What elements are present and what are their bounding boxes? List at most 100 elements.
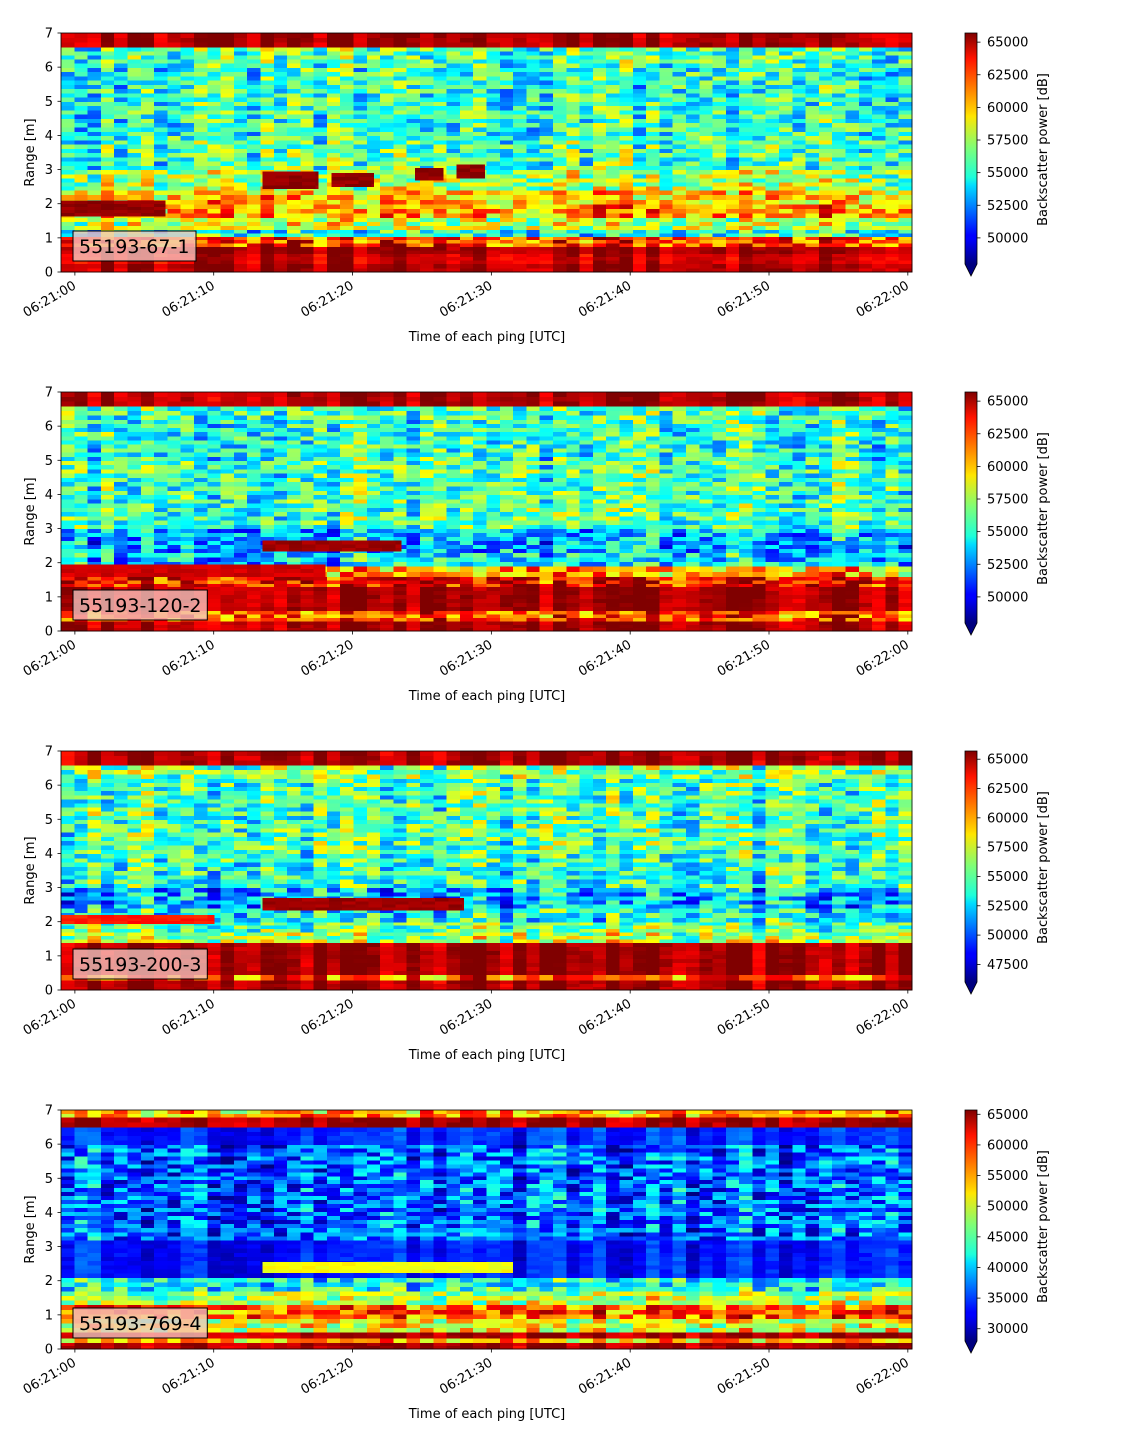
heatmap-cell xyxy=(247,232,262,237)
heatmap-cell xyxy=(393,88,408,94)
heatmap-cell xyxy=(885,114,900,119)
heatmap-cell xyxy=(552,598,567,604)
heatmap-cell xyxy=(832,118,847,124)
heatmap-cell xyxy=(61,225,75,230)
heatmap-cell xyxy=(752,576,767,581)
heatmap-cell xyxy=(659,161,674,166)
heatmap-cell xyxy=(313,109,328,115)
heatmap-cell xyxy=(353,79,368,85)
heatmap-cell xyxy=(446,139,461,145)
heatmap-cell xyxy=(167,63,182,68)
heatmap-cell xyxy=(287,583,301,588)
heatmap-cell xyxy=(672,221,687,226)
heatmap-cell xyxy=(712,63,727,68)
heatmap-cell xyxy=(845,169,860,175)
heatmap-cell xyxy=(619,249,634,254)
heatmap-cell xyxy=(473,105,488,111)
heatmap-cell xyxy=(832,583,847,588)
heatmap-cell xyxy=(220,101,235,107)
heatmap-cell xyxy=(845,586,860,592)
heatmap-cell xyxy=(87,63,102,68)
heatmap-cell xyxy=(247,185,262,191)
heatmap-cell xyxy=(459,624,474,629)
heatmap-cell xyxy=(193,71,208,77)
heatmap-cell xyxy=(845,161,860,166)
heatmap-cell xyxy=(326,253,341,258)
heatmap-cell xyxy=(619,566,634,572)
heatmap-cell xyxy=(420,63,434,68)
heatmap-cell xyxy=(765,177,780,183)
heatmap-cell xyxy=(406,249,421,254)
heatmap-cell xyxy=(579,229,594,234)
heatmap-cell xyxy=(61,232,75,237)
heatmap-cell xyxy=(898,152,913,158)
heatmap-cell xyxy=(313,92,328,98)
heatmap-cell xyxy=(805,161,820,166)
heatmap-cell xyxy=(792,165,807,171)
heatmap-cell xyxy=(61,246,75,251)
heatmap-cell xyxy=(712,42,727,48)
heatmap-cell xyxy=(526,225,541,230)
heatmap-cell xyxy=(619,114,634,119)
heatmap-cell xyxy=(685,33,700,39)
heatmap-cell xyxy=(420,267,434,273)
heatmap-cell xyxy=(366,50,381,56)
colorbar-extend-arrow xyxy=(965,264,977,276)
heatmap-cell xyxy=(725,33,740,39)
heatmap-cell xyxy=(393,610,408,615)
heatmap-cell xyxy=(752,58,767,64)
heatmap-cell xyxy=(885,246,900,251)
heatmap-cell xyxy=(74,267,89,273)
heatmap-cell xyxy=(87,152,102,158)
heatmap-cell xyxy=(712,236,727,241)
heatmap-cell xyxy=(513,203,527,209)
heatmap-cell xyxy=(792,37,807,43)
heatmap-cell xyxy=(765,161,780,166)
heatmap-cell xyxy=(393,194,408,200)
heatmap-cell xyxy=(406,598,421,604)
heatmap-cell xyxy=(712,246,727,251)
heatmap-cell xyxy=(898,225,913,230)
heatmap-cell xyxy=(247,118,262,124)
heatmap-cell xyxy=(885,606,900,612)
heatmap-cell xyxy=(180,624,195,629)
heatmap-cell xyxy=(646,232,660,237)
heatmap-cell xyxy=(832,131,847,137)
heatmap-cell xyxy=(566,42,581,48)
heatmap-cell xyxy=(526,169,541,175)
heatmap-cell xyxy=(845,79,860,85)
heatmap-cell xyxy=(207,256,222,261)
heatmap-cell xyxy=(207,84,222,90)
heatmap-cell xyxy=(167,177,182,183)
heatmap-cell xyxy=(366,75,381,81)
heatmap-cell xyxy=(513,156,527,162)
heatmap-cell xyxy=(832,217,847,222)
heatmap-cell xyxy=(845,598,860,604)
heatmap-cell xyxy=(659,260,674,265)
heatmap-cell xyxy=(247,239,262,244)
heatmap-cell xyxy=(366,84,381,90)
heatmap-cell xyxy=(619,613,634,618)
heatmap-cell xyxy=(127,114,142,119)
heatmap-cell xyxy=(433,627,448,632)
heatmap-cell xyxy=(127,71,142,77)
heatmap-cell xyxy=(792,118,807,124)
heatmap-cell xyxy=(486,84,501,90)
heatmap-cell xyxy=(606,58,621,64)
heatmap-cell xyxy=(127,173,142,179)
heatmap-cell xyxy=(659,576,674,581)
heatmap-cell xyxy=(632,105,647,111)
heatmap-cell xyxy=(207,260,222,265)
heatmap-cell xyxy=(606,566,621,572)
heatmap-cell xyxy=(499,63,514,68)
heatmap-cell xyxy=(872,173,887,179)
heatmap-cell xyxy=(898,249,913,254)
heatmap-cell xyxy=(366,101,381,107)
heatmap-cell xyxy=(712,46,727,52)
heatmap-cell xyxy=(61,590,75,596)
heatmap-cell xyxy=(699,236,714,241)
heatmap-cell xyxy=(326,229,341,234)
heatmap-cell xyxy=(420,42,434,48)
heatmap-cell xyxy=(433,105,448,111)
heatmap-cell xyxy=(765,63,780,68)
